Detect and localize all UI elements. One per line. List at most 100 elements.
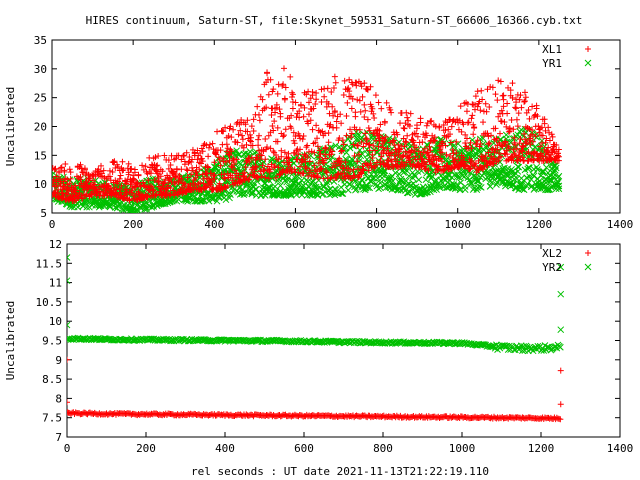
data-point bbox=[510, 126, 517, 133]
data-point bbox=[211, 175, 218, 182]
data-point bbox=[398, 159, 405, 166]
data-point bbox=[165, 157, 172, 164]
data-point bbox=[486, 140, 493, 147]
legend-marker-xl2 bbox=[585, 250, 591, 256]
data-point bbox=[184, 174, 191, 181]
data-point bbox=[360, 143, 367, 150]
data-point bbox=[419, 139, 426, 146]
data-point bbox=[261, 191, 269, 199]
data-point bbox=[399, 179, 407, 186]
data-point bbox=[372, 163, 379, 170]
data-point bbox=[309, 126, 316, 133]
data-point bbox=[363, 136, 370, 143]
data-point bbox=[369, 151, 376, 158]
data-point bbox=[299, 136, 306, 143]
data-point bbox=[116, 175, 123, 182]
data-point bbox=[337, 111, 344, 118]
data-point bbox=[458, 128, 465, 135]
data-point bbox=[274, 90, 281, 97]
data-point bbox=[381, 167, 389, 175]
data-point bbox=[301, 104, 308, 111]
data-point bbox=[371, 114, 378, 121]
data-point bbox=[453, 138, 460, 145]
data-point bbox=[192, 182, 199, 189]
data-point bbox=[281, 149, 288, 156]
legend-label-xl2: XL2 bbox=[542, 247, 562, 260]
data-point bbox=[318, 99, 325, 106]
data-point bbox=[103, 187, 110, 194]
y-tick-label: 8.5 bbox=[42, 373, 62, 386]
x-tick-label: 0 bbox=[64, 442, 71, 455]
data-point bbox=[130, 192, 137, 199]
data-point bbox=[524, 180, 532, 188]
data-point bbox=[539, 132, 546, 139]
data-point bbox=[355, 151, 362, 158]
data-point bbox=[263, 104, 270, 111]
data-point bbox=[271, 183, 279, 190]
data-point bbox=[180, 153, 187, 160]
data-point bbox=[252, 148, 260, 156]
data-point bbox=[447, 131, 454, 138]
data-point bbox=[237, 127, 244, 134]
data-point bbox=[280, 65, 287, 72]
data-point bbox=[477, 140, 484, 147]
data-point bbox=[433, 186, 440, 193]
x-axis-label: rel seconds : UT date 2021-11-13T21:22:1… bbox=[191, 465, 489, 478]
data-point bbox=[387, 106, 394, 113]
data-point bbox=[311, 162, 318, 169]
data-point bbox=[402, 138, 409, 145]
data-point bbox=[54, 190, 61, 197]
data-point bbox=[522, 94, 529, 101]
data-point bbox=[378, 105, 385, 112]
data-point bbox=[83, 179, 90, 186]
legend-marker-yr1 bbox=[584, 59, 592, 67]
outlier-point bbox=[557, 401, 564, 408]
data-point bbox=[255, 111, 262, 118]
data-point bbox=[274, 138, 281, 145]
data-point bbox=[329, 148, 336, 155]
data-point bbox=[250, 127, 257, 134]
data-point bbox=[254, 173, 261, 180]
data-point bbox=[249, 142, 256, 149]
data-point bbox=[303, 165, 310, 172]
data-point bbox=[157, 173, 164, 180]
data-point bbox=[178, 166, 185, 173]
data-point bbox=[296, 108, 303, 115]
data-point bbox=[509, 94, 516, 101]
data-point bbox=[345, 85, 352, 92]
data-point bbox=[358, 139, 365, 146]
data-point bbox=[61, 168, 68, 175]
data-point bbox=[390, 137, 397, 144]
data-point bbox=[367, 160, 374, 167]
data-point bbox=[362, 130, 369, 137]
data-point bbox=[67, 175, 74, 182]
series-xl2 bbox=[67, 356, 564, 423]
data-point bbox=[57, 165, 64, 172]
outlier-point bbox=[557, 326, 565, 334]
data-point bbox=[403, 109, 410, 116]
data-point bbox=[52, 177, 57, 184]
data-point bbox=[280, 132, 287, 139]
data-point bbox=[488, 343, 495, 350]
data-point bbox=[287, 164, 294, 171]
data-point bbox=[231, 167, 238, 174]
data-point bbox=[115, 200, 123, 208]
data-point bbox=[152, 192, 159, 199]
data-point bbox=[264, 144, 271, 151]
data-point bbox=[476, 143, 483, 150]
data-point bbox=[297, 135, 304, 142]
data-point bbox=[533, 105, 540, 112]
data-point bbox=[534, 166, 541, 173]
data-point bbox=[498, 107, 505, 114]
data-point bbox=[262, 156, 269, 163]
data-point bbox=[492, 125, 499, 132]
data-point bbox=[526, 164, 533, 172]
data-point bbox=[534, 113, 541, 120]
data-point bbox=[106, 203, 114, 211]
data-point bbox=[120, 167, 127, 174]
data-point bbox=[521, 89, 528, 96]
data-point bbox=[352, 177, 359, 185]
data-point bbox=[290, 137, 297, 144]
data-point bbox=[295, 169, 302, 176]
y-tick-label: 25 bbox=[34, 92, 47, 105]
